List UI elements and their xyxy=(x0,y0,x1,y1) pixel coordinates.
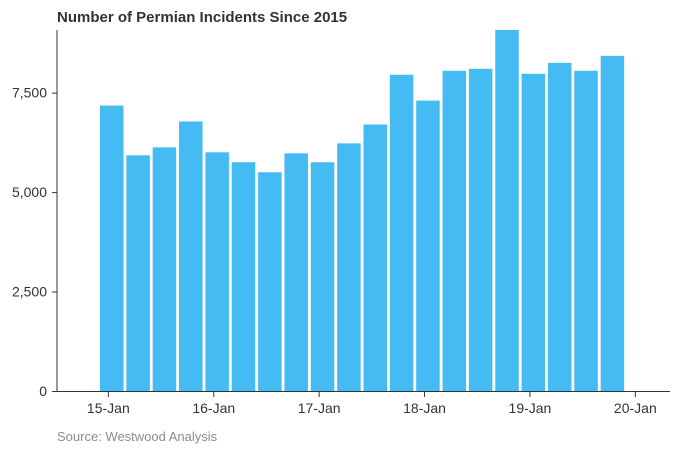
bar-17-Q2 xyxy=(337,143,361,391)
y-tick-label: 5,000 xyxy=(12,184,47,200)
x-tick-label: 20-Jan xyxy=(614,400,657,416)
bar-15-Q4 xyxy=(179,121,203,392)
bar-17-Q3 xyxy=(363,124,387,391)
bar-16-Q4 xyxy=(284,153,308,391)
bar-19-Q3 xyxy=(574,70,598,392)
bar-15-Q2 xyxy=(126,155,150,391)
bar-15-Q1 xyxy=(100,105,124,391)
bar-18-Q4 xyxy=(495,29,519,392)
x-tick-label: 16-Jan xyxy=(192,400,235,416)
bar-18-Q2 xyxy=(442,70,467,392)
x-tick-label: 15-Jan xyxy=(87,400,130,416)
bar-16-Q2 xyxy=(231,162,256,391)
y-tick-label: 0 xyxy=(39,383,47,399)
bar-19-Q2 xyxy=(547,62,572,392)
x-tick-label: 18-Jan xyxy=(403,400,446,416)
bar-16-Q3 xyxy=(258,172,282,391)
bar-18-Q1 xyxy=(416,100,440,391)
y-tick-label: 7,500 xyxy=(12,85,47,101)
bar-15-Q3 xyxy=(152,147,177,391)
x-tick-label: 17-Jan xyxy=(298,400,341,416)
axes-group: 0 2,500 5,000 7,500 15-Jan 16-Jan 17-Jan 18-Jan… xyxy=(12,30,670,416)
bars-group xyxy=(100,29,625,392)
bar-19-Q1 xyxy=(521,73,546,391)
bar-17-Q1 xyxy=(310,162,335,391)
y-tick-label: 2,500 xyxy=(12,284,47,300)
bar-17-Q4 xyxy=(389,74,414,391)
chart-title: Number of Permian Incidents Since 2015 xyxy=(57,9,348,26)
chart-source: Source: Westwood Analysis xyxy=(57,429,218,444)
x-tick-label: 19-Jan xyxy=(509,400,552,416)
bar-16-Q1 xyxy=(205,152,229,391)
bar-18-Q3 xyxy=(468,68,493,391)
bar-19-Q4 xyxy=(600,55,625,391)
